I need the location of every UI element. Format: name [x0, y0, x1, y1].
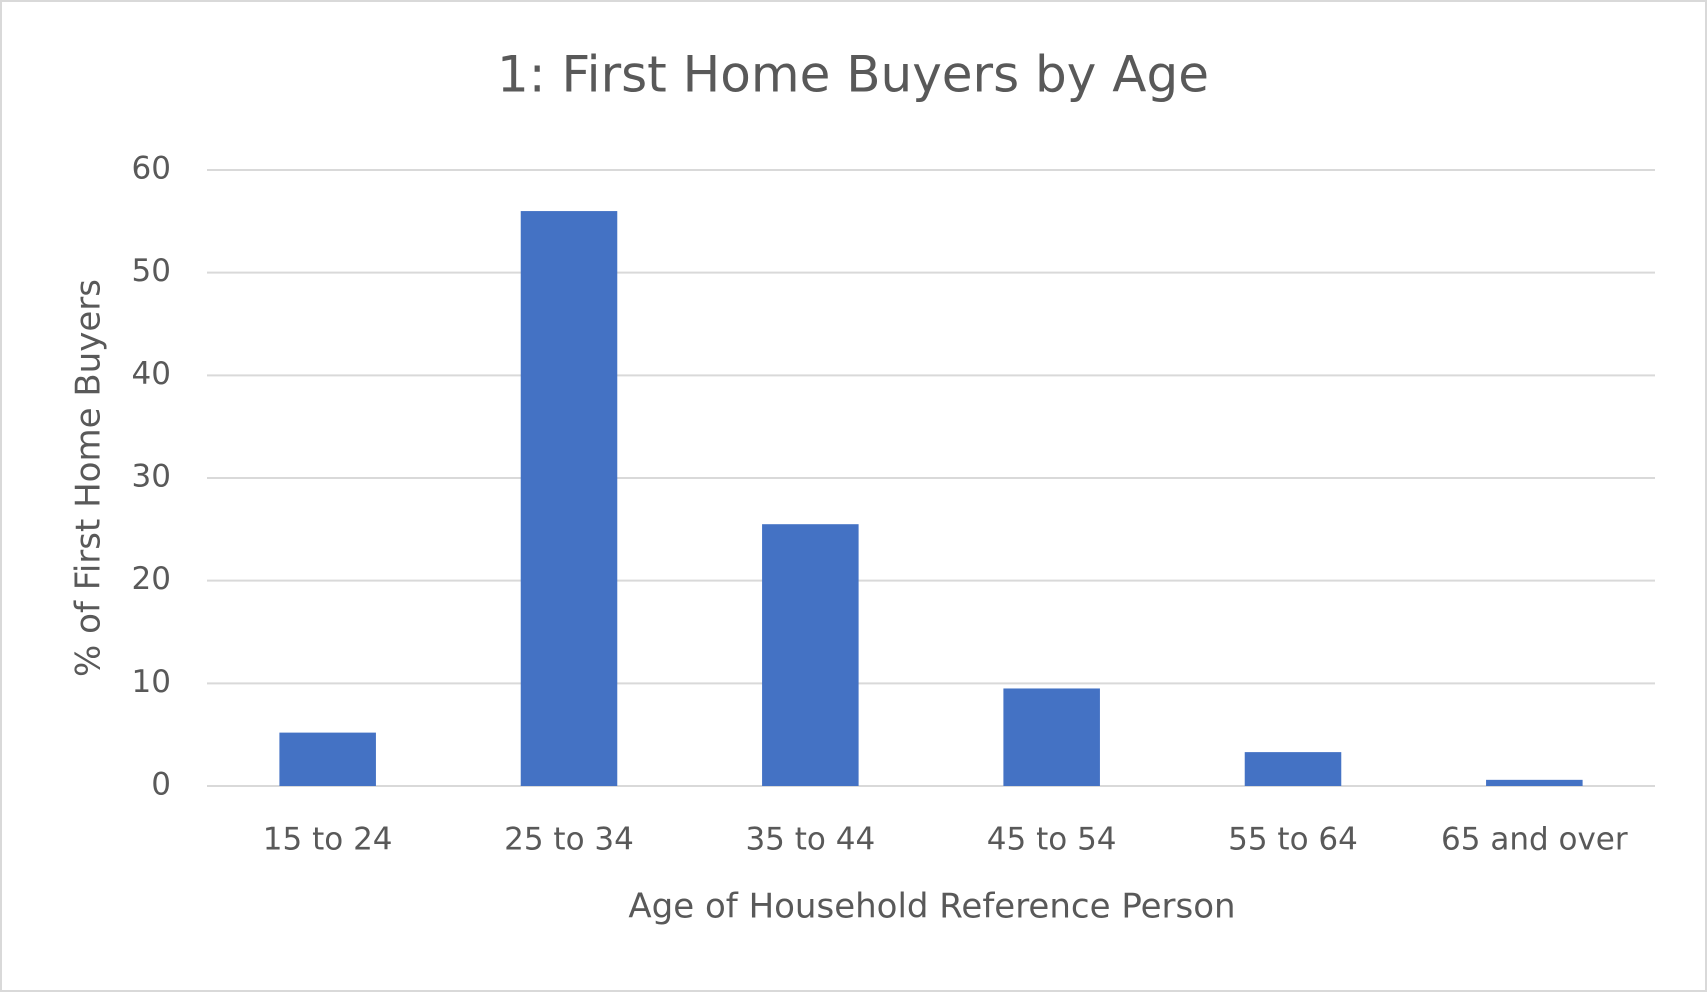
x-tick-label: 35 to 44 — [745, 822, 875, 858]
x-tick-label: 65 and over — [1441, 822, 1628, 858]
bar — [520, 211, 618, 787]
bar — [279, 732, 376, 786]
chart-title: 1: First Home Buyers by Age — [497, 46, 1209, 104]
y-tick-label: 0 — [151, 767, 171, 803]
y-axis-title: % of First Home Buyers — [69, 279, 109, 677]
bar — [762, 524, 859, 786]
y-tick-label: 10 — [132, 664, 171, 700]
y-tick-label: 50 — [132, 253, 171, 289]
y-tick-label: 30 — [132, 459, 171, 495]
y-tick-label: 60 — [132, 151, 171, 187]
x-tick-label: 25 to 34 — [504, 822, 634, 858]
bar — [1244, 752, 1342, 786]
bar — [1486, 779, 1583, 786]
y-tick-label: 40 — [132, 356, 171, 392]
x-tick-label: 15 to 24 — [263, 822, 393, 858]
x-tick-label: 45 to 54 — [987, 822, 1117, 858]
bar — [1003, 688, 1100, 786]
x-axis-title: Age of Household Reference Person — [628, 887, 1235, 927]
x-tick-label: 55 to 64 — [1228, 822, 1358, 858]
y-tick-label: 20 — [132, 561, 171, 597]
